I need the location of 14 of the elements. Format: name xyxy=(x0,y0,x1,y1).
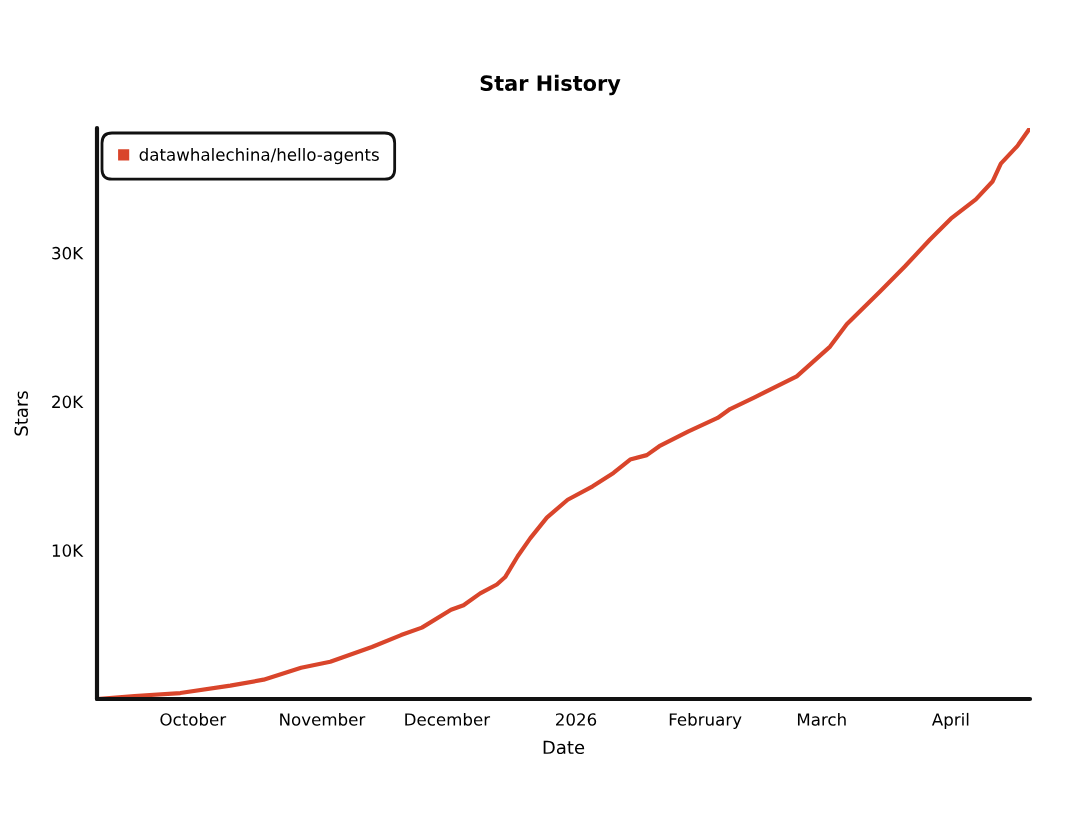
x-tick-label: April xyxy=(931,712,969,730)
x-axis-title: Date xyxy=(543,740,585,755)
y-axis-title: Stars xyxy=(14,391,29,436)
y-tick-label: 20K xyxy=(52,395,84,409)
x-tick-label: December xyxy=(405,712,491,726)
x-tick-label: November xyxy=(280,712,366,726)
legend-label: datawhalechina/hello-agents xyxy=(139,148,379,165)
x-tick-label: 2026 xyxy=(556,713,597,726)
x-tick-label: March xyxy=(797,712,846,726)
chart-title: Star History xyxy=(480,74,621,96)
x-tick-label: October xyxy=(160,712,227,726)
x-tick-label: February xyxy=(669,712,742,730)
y-tick-label: 30K xyxy=(52,246,84,260)
y-tick-label: 10K xyxy=(52,544,84,557)
